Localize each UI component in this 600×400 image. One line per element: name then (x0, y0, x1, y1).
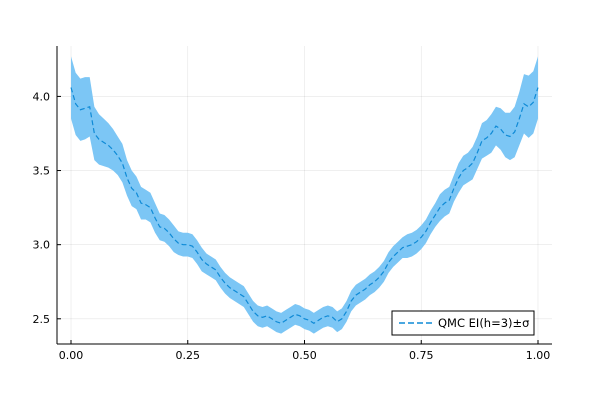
y-tick-label: 3.5 (33, 165, 51, 178)
x-tick-label: 0.00 (59, 349, 84, 362)
x-tick-label: 1.00 (526, 349, 551, 362)
mean-line (70, 87, 539, 324)
legend-label: QMC EI(h=3)±σ (438, 316, 529, 330)
y-tick-label: 4.0 (33, 90, 51, 103)
band-layer (71, 56, 538, 334)
y-tick-label: 3.0 (33, 239, 51, 252)
axes (56, 46, 552, 345)
legend-box (391, 310, 535, 336)
tick-labels: 0.00 0.25 0.50 0.75 1.00 2.5 3.0 3.5 4.0 (33, 90, 551, 362)
x-tick-label: 0.75 (409, 349, 434, 362)
x-tick-label: 0.25 (176, 349, 201, 362)
line-layer (70, 87, 539, 324)
legend: QMC EI(h=3)±σ (391, 310, 535, 336)
sigma-band (71, 56, 538, 334)
y-tick-label: 2.5 (33, 313, 51, 326)
x-tick-label: 0.50 (292, 349, 317, 362)
